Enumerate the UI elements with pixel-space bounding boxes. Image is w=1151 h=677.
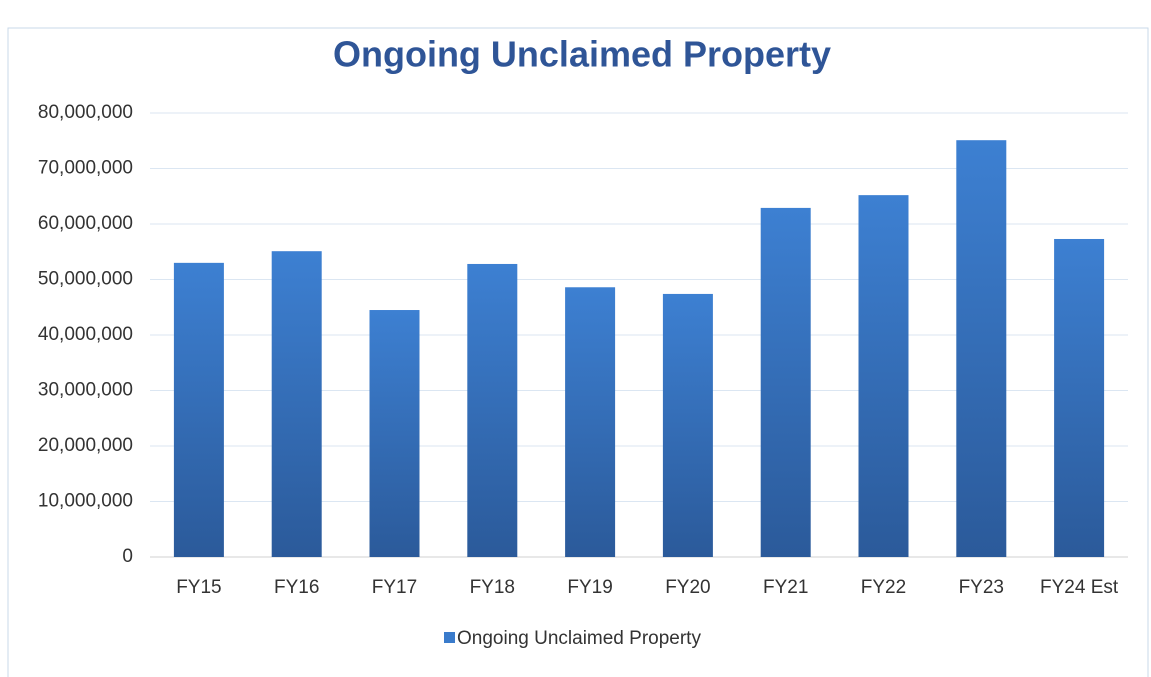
bar [662,293,713,557]
x-tick-label: FY21 [763,577,808,598]
legend-swatch [444,632,455,643]
bar [271,251,322,557]
y-tick-label: 30,000,000 [38,380,133,401]
bar [467,263,518,557]
x-tick-label: FY17 [372,577,417,598]
y-tick-label: 50,000,000 [38,269,133,290]
bar [760,207,811,557]
bar [369,310,420,557]
bar [858,195,909,557]
x-tick-label: FY18 [470,577,515,598]
bar [173,262,224,557]
bar [565,287,616,557]
x-tick-label: FY19 [567,577,612,598]
bar [956,140,1007,557]
x-tick-label: FY20 [665,577,710,598]
x-tick-label: FY24 Est [1040,577,1119,598]
x-tick-label: FY16 [274,577,319,598]
y-tick-label: 0 [122,546,133,567]
legend-label: Ongoing Unclaimed Property [457,628,701,649]
x-tick-label: FY23 [959,577,1004,598]
y-tick-label: 10,000,000 [38,491,133,512]
y-tick-label: 70,000,000 [38,158,133,179]
y-tick-label: 60,000,000 [38,213,133,234]
bar [1054,238,1105,558]
y-tick-label: 40,000,000 [38,324,133,345]
y-tick-label: 20,000,000 [38,435,133,456]
y-tick-label: 80,000,000 [38,102,133,123]
chart-title: Ongoing Unclaimed Property [333,34,831,75]
x-tick-label: FY15 [176,577,221,598]
x-tick-label: FY22 [861,577,906,598]
